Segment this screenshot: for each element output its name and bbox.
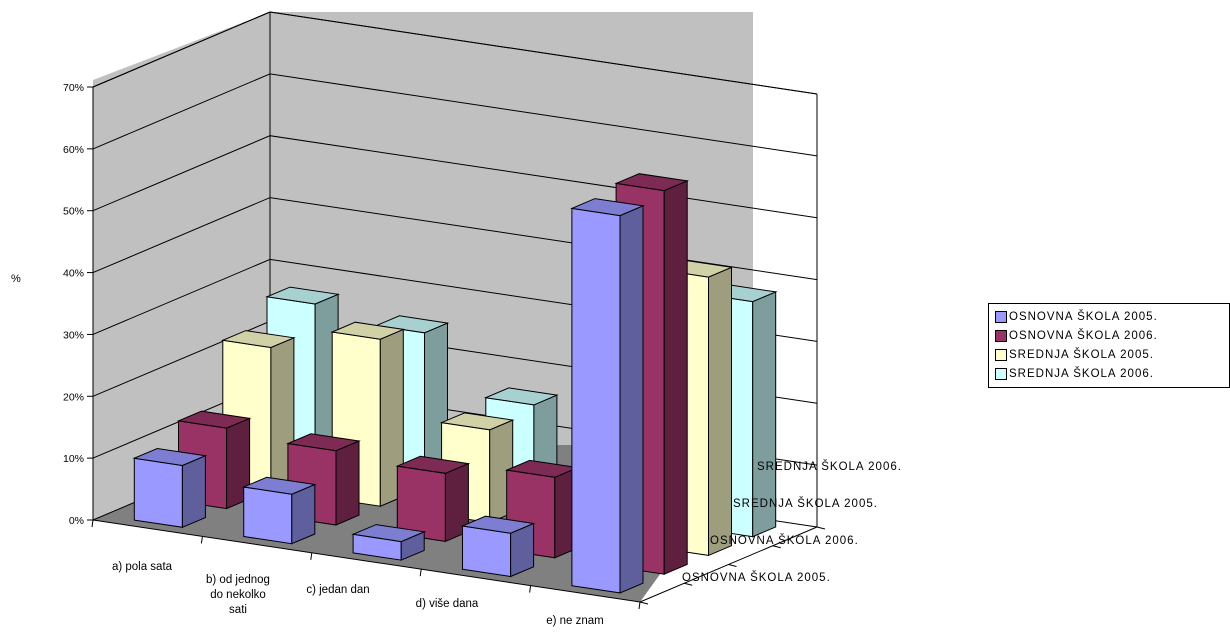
bar-top-face xyxy=(241,476,317,495)
z-tick-mark xyxy=(772,545,781,549)
bar-side-face xyxy=(181,454,206,529)
legend-swatch xyxy=(995,367,1007,380)
bar-side-face xyxy=(619,205,644,594)
bar xyxy=(395,455,471,543)
bar-top-face xyxy=(286,433,361,452)
z-tick-label: OSNOVNA ŠKOLA 2005. xyxy=(682,571,831,584)
legend-swatch xyxy=(995,348,1007,361)
y-tick-label: 70% xyxy=(63,82,84,94)
bar-top-face xyxy=(176,410,252,429)
bar-top-face xyxy=(395,455,471,474)
bar-side-face xyxy=(291,483,316,545)
bar-side-face xyxy=(708,266,732,557)
z-tick-label: SREDNJA ŠKOLA 2006. xyxy=(757,460,902,473)
chart-legend: OSNOVNA ŠKOLA 2005. OSNOVNA ŠKOLA 2006. … xyxy=(988,303,1230,388)
legend-label: OSNOVNA ŠKOLA 2005. xyxy=(1009,310,1158,323)
wall-edge xyxy=(92,11,271,88)
x-tick-mark xyxy=(638,601,641,610)
legend-item: SREDNJA ŠKOLA 2006. xyxy=(995,364,1225,383)
bar xyxy=(351,524,427,561)
bar-front-face xyxy=(462,525,512,578)
legend-label: SREDNJA ŠKOLA 2005. xyxy=(1009,348,1154,361)
y-tick-label: 40% xyxy=(63,268,84,280)
bar-top-face xyxy=(265,286,340,305)
bar xyxy=(241,476,317,545)
bar-top-face xyxy=(439,412,515,431)
x-tick-label: c) jedan dan xyxy=(306,584,369,596)
z-tick-label: OSNOVNA ŠKOLA 2006. xyxy=(710,534,859,547)
bar-top-face xyxy=(460,515,536,534)
x-tick-mark xyxy=(529,585,532,593)
axis-line xyxy=(92,519,641,603)
z-tick-mark xyxy=(728,564,737,567)
bar-side-face xyxy=(663,180,688,575)
x-tick-mark xyxy=(200,536,203,544)
x-tick-label: a) pola sata xyxy=(112,561,173,573)
legend-label: OSNOVNA ŠKOLA 2006. xyxy=(1009,329,1158,342)
bar-top-face xyxy=(132,447,208,467)
bar-front-face xyxy=(571,207,621,594)
x-tick-mark xyxy=(91,519,94,528)
z-tick-mark xyxy=(639,601,649,605)
legend-swatch xyxy=(995,329,1007,342)
bar xyxy=(132,447,208,529)
bar-side-face xyxy=(335,440,360,526)
legend-item: OSNOVNA ŠKOLA 2006. xyxy=(995,326,1225,345)
bar-top-face xyxy=(351,524,427,543)
legend-swatch xyxy=(995,310,1007,323)
z-tick-mark xyxy=(684,582,693,586)
x-tick-label: e) ne znam xyxy=(546,615,604,627)
y-tick-label: 50% xyxy=(63,206,84,218)
bar-top-face xyxy=(330,321,406,340)
bar-front-face xyxy=(133,457,183,528)
y-tick-label: 0% xyxy=(69,515,84,527)
bar-top-face xyxy=(220,330,296,349)
x-tick-mark xyxy=(310,552,313,560)
bar-top-face xyxy=(483,387,559,406)
x-tick-label: b) od jednog do nekolko sati xyxy=(206,574,270,616)
bar-front-face xyxy=(243,486,293,545)
bar xyxy=(570,198,645,594)
y-tick-label: 60% xyxy=(63,144,84,156)
y-tick-label: 30% xyxy=(63,329,84,341)
bar xyxy=(460,515,536,578)
y-tick-label: 10% xyxy=(63,453,84,465)
bar-top-face xyxy=(614,173,690,192)
x-tick-label: d) više dana xyxy=(416,598,479,610)
legend-label: SREDNJA ŠKOLA 2006. xyxy=(1009,367,1154,380)
bar-top-face xyxy=(374,315,450,334)
y-axis-title: % xyxy=(11,273,21,285)
x-tick-mark xyxy=(419,569,422,577)
y-tick-label: 20% xyxy=(63,391,84,403)
legend-item: OSNOVNA ŠKOLA 2005. xyxy=(995,307,1225,326)
z-tick-label: SREDNJA ŠKOLA 2005. xyxy=(733,497,878,510)
bar-top-face xyxy=(570,198,645,217)
wall-edge xyxy=(269,11,818,95)
z-tick-mark xyxy=(816,526,826,530)
legend-item: SREDNJA ŠKOLA 2005. xyxy=(995,345,1225,364)
